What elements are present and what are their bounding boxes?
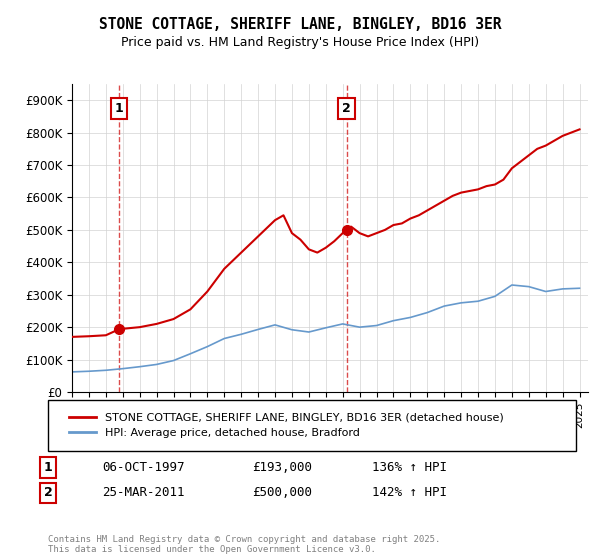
Legend: STONE COTTAGE, SHERIFF LANE, BINGLEY, BD16 3ER (detached house), HPI: Average pr: STONE COTTAGE, SHERIFF LANE, BINGLEY, BD…	[64, 408, 508, 443]
Text: 1: 1	[44, 461, 52, 474]
Text: 25-MAR-2011: 25-MAR-2011	[102, 486, 185, 500]
Text: £193,000: £193,000	[252, 461, 312, 474]
Text: 06-OCT-1997: 06-OCT-1997	[102, 461, 185, 474]
Text: £500,000: £500,000	[252, 486, 312, 500]
Text: 2: 2	[44, 486, 52, 500]
Text: 1: 1	[115, 102, 123, 115]
Text: 142% ↑ HPI: 142% ↑ HPI	[372, 486, 447, 500]
Text: STONE COTTAGE, SHERIFF LANE, BINGLEY, BD16 3ER: STONE COTTAGE, SHERIFF LANE, BINGLEY, BD…	[99, 17, 501, 32]
Text: Price paid vs. HM Land Registry's House Price Index (HPI): Price paid vs. HM Land Registry's House …	[121, 36, 479, 49]
Text: 2: 2	[342, 102, 351, 115]
Text: 136% ↑ HPI: 136% ↑ HPI	[372, 461, 447, 474]
Text: Contains HM Land Registry data © Crown copyright and database right 2025.
This d: Contains HM Land Registry data © Crown c…	[48, 535, 440, 554]
FancyBboxPatch shape	[48, 400, 576, 451]
